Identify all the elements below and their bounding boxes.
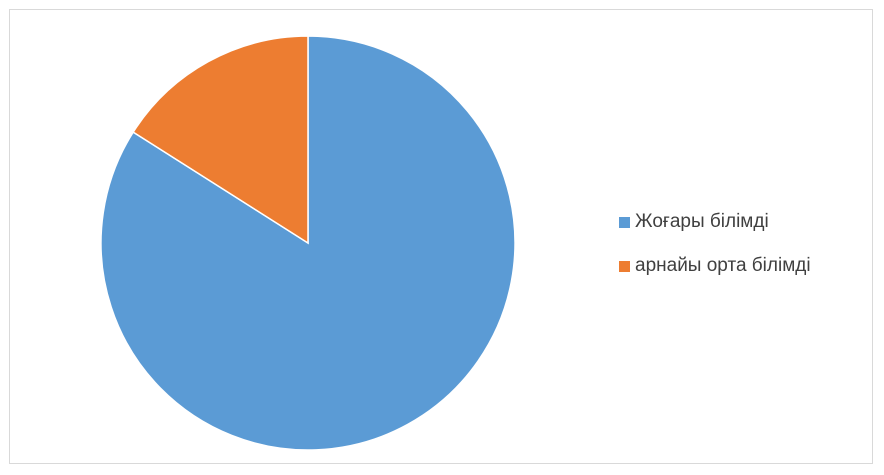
legend-label: арнайы орта білімді bbox=[635, 255, 811, 276]
pie-slice-2 bbox=[132, 35, 309, 245]
legend-item-1: Жоғары білімді bbox=[619, 210, 811, 234]
pie-slices bbox=[100, 35, 516, 451]
pie-chart bbox=[100, 35, 516, 451]
legend-swatch bbox=[619, 260, 630, 272]
legend: Жоғары білімді арнайы орта білімді bbox=[619, 210, 811, 298]
legend-label: Жоғары білімді bbox=[635, 211, 769, 232]
chart-area: Жоғары білімді арнайы орта білімді bbox=[9, 9, 873, 464]
legend-item-2: арнайы орта білімді bbox=[619, 254, 811, 278]
legend-swatch bbox=[619, 216, 630, 228]
